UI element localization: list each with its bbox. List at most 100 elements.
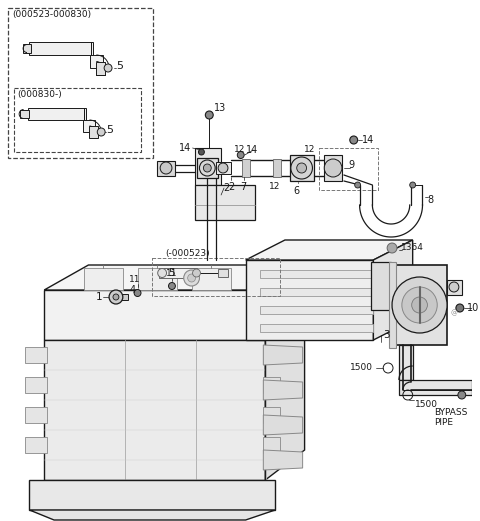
Polygon shape bbox=[260, 270, 373, 278]
Polygon shape bbox=[246, 268, 285, 290]
Polygon shape bbox=[373, 240, 413, 340]
Circle shape bbox=[160, 162, 172, 174]
Circle shape bbox=[458, 391, 466, 399]
Polygon shape bbox=[29, 42, 93, 55]
Polygon shape bbox=[264, 380, 302, 400]
Polygon shape bbox=[20, 110, 29, 118]
Text: 5: 5 bbox=[168, 268, 175, 278]
Circle shape bbox=[158, 268, 167, 278]
Text: 14: 14 bbox=[180, 143, 192, 153]
Text: PIPE: PIPE bbox=[434, 418, 453, 427]
Text: 12: 12 bbox=[269, 182, 281, 191]
Polygon shape bbox=[192, 268, 231, 290]
Circle shape bbox=[104, 64, 112, 72]
Polygon shape bbox=[44, 290, 265, 340]
Text: (000830-): (000830-) bbox=[18, 90, 62, 99]
Polygon shape bbox=[389, 262, 396, 348]
Polygon shape bbox=[264, 450, 302, 470]
Circle shape bbox=[204, 164, 211, 172]
Circle shape bbox=[218, 163, 228, 173]
Polygon shape bbox=[44, 265, 305, 290]
Text: 1364: 1364 bbox=[401, 243, 424, 253]
Polygon shape bbox=[24, 407, 47, 423]
Text: 1500: 1500 bbox=[415, 400, 438, 409]
Polygon shape bbox=[216, 162, 231, 174]
Polygon shape bbox=[306, 159, 313, 177]
Polygon shape bbox=[84, 268, 123, 290]
Polygon shape bbox=[83, 108, 96, 132]
Text: 1500: 1500 bbox=[350, 364, 373, 373]
Circle shape bbox=[449, 282, 459, 292]
Bar bbox=[8, 8, 153, 158]
Polygon shape bbox=[24, 347, 47, 363]
Text: @: @ bbox=[450, 310, 457, 316]
Polygon shape bbox=[90, 42, 103, 68]
Circle shape bbox=[113, 294, 119, 300]
Polygon shape bbox=[264, 377, 280, 393]
Bar bbox=[14, 88, 142, 152]
Polygon shape bbox=[265, 260, 305, 480]
Polygon shape bbox=[264, 415, 302, 435]
Polygon shape bbox=[246, 240, 413, 260]
Circle shape bbox=[350, 136, 358, 144]
Circle shape bbox=[237, 152, 244, 158]
Polygon shape bbox=[399, 345, 413, 380]
Circle shape bbox=[410, 182, 416, 188]
Polygon shape bbox=[23, 44, 32, 53]
Circle shape bbox=[297, 163, 307, 173]
Text: 9: 9 bbox=[349, 160, 355, 170]
Polygon shape bbox=[393, 265, 447, 345]
Circle shape bbox=[456, 304, 464, 312]
Circle shape bbox=[168, 282, 175, 290]
Polygon shape bbox=[24, 377, 47, 393]
Polygon shape bbox=[24, 437, 47, 453]
Text: BYPASS: BYPASS bbox=[434, 408, 468, 417]
Circle shape bbox=[188, 274, 195, 282]
Polygon shape bbox=[324, 155, 342, 181]
Polygon shape bbox=[447, 280, 462, 295]
Circle shape bbox=[412, 297, 427, 313]
Polygon shape bbox=[264, 345, 302, 365]
Circle shape bbox=[291, 157, 312, 179]
Polygon shape bbox=[138, 268, 177, 290]
Polygon shape bbox=[260, 288, 373, 296]
Polygon shape bbox=[96, 62, 105, 75]
Text: 12: 12 bbox=[234, 145, 245, 154]
Circle shape bbox=[402, 287, 437, 323]
Polygon shape bbox=[260, 306, 373, 314]
Circle shape bbox=[198, 149, 204, 155]
Bar bbox=[319, 148, 378, 190]
Polygon shape bbox=[89, 126, 98, 138]
Polygon shape bbox=[194, 148, 221, 185]
Text: 10: 10 bbox=[467, 303, 479, 313]
Text: (000523-000830): (000523-000830) bbox=[12, 10, 91, 19]
Polygon shape bbox=[44, 340, 265, 480]
Text: 8: 8 bbox=[427, 195, 433, 205]
Circle shape bbox=[134, 290, 141, 296]
Polygon shape bbox=[399, 380, 472, 395]
Polygon shape bbox=[246, 260, 373, 340]
Text: 4: 4 bbox=[130, 285, 136, 295]
Polygon shape bbox=[159, 268, 196, 278]
Text: 2: 2 bbox=[228, 182, 234, 192]
Polygon shape bbox=[290, 155, 314, 181]
Polygon shape bbox=[264, 407, 280, 423]
Text: 12: 12 bbox=[304, 145, 315, 154]
Polygon shape bbox=[29, 480, 275, 510]
Text: (-000523): (-000523) bbox=[165, 249, 210, 258]
Text: 11: 11 bbox=[166, 269, 178, 278]
Polygon shape bbox=[29, 510, 275, 520]
Polygon shape bbox=[260, 324, 373, 332]
Circle shape bbox=[192, 269, 201, 277]
Polygon shape bbox=[372, 262, 391, 310]
Polygon shape bbox=[218, 269, 228, 277]
Text: 13: 13 bbox=[214, 103, 227, 113]
Circle shape bbox=[392, 277, 447, 333]
Circle shape bbox=[355, 182, 360, 188]
Polygon shape bbox=[196, 158, 218, 178]
Circle shape bbox=[324, 159, 342, 177]
Polygon shape bbox=[194, 185, 255, 220]
Text: 7: 7 bbox=[240, 182, 247, 192]
Circle shape bbox=[205, 111, 213, 119]
Text: 3: 3 bbox=[383, 330, 390, 340]
